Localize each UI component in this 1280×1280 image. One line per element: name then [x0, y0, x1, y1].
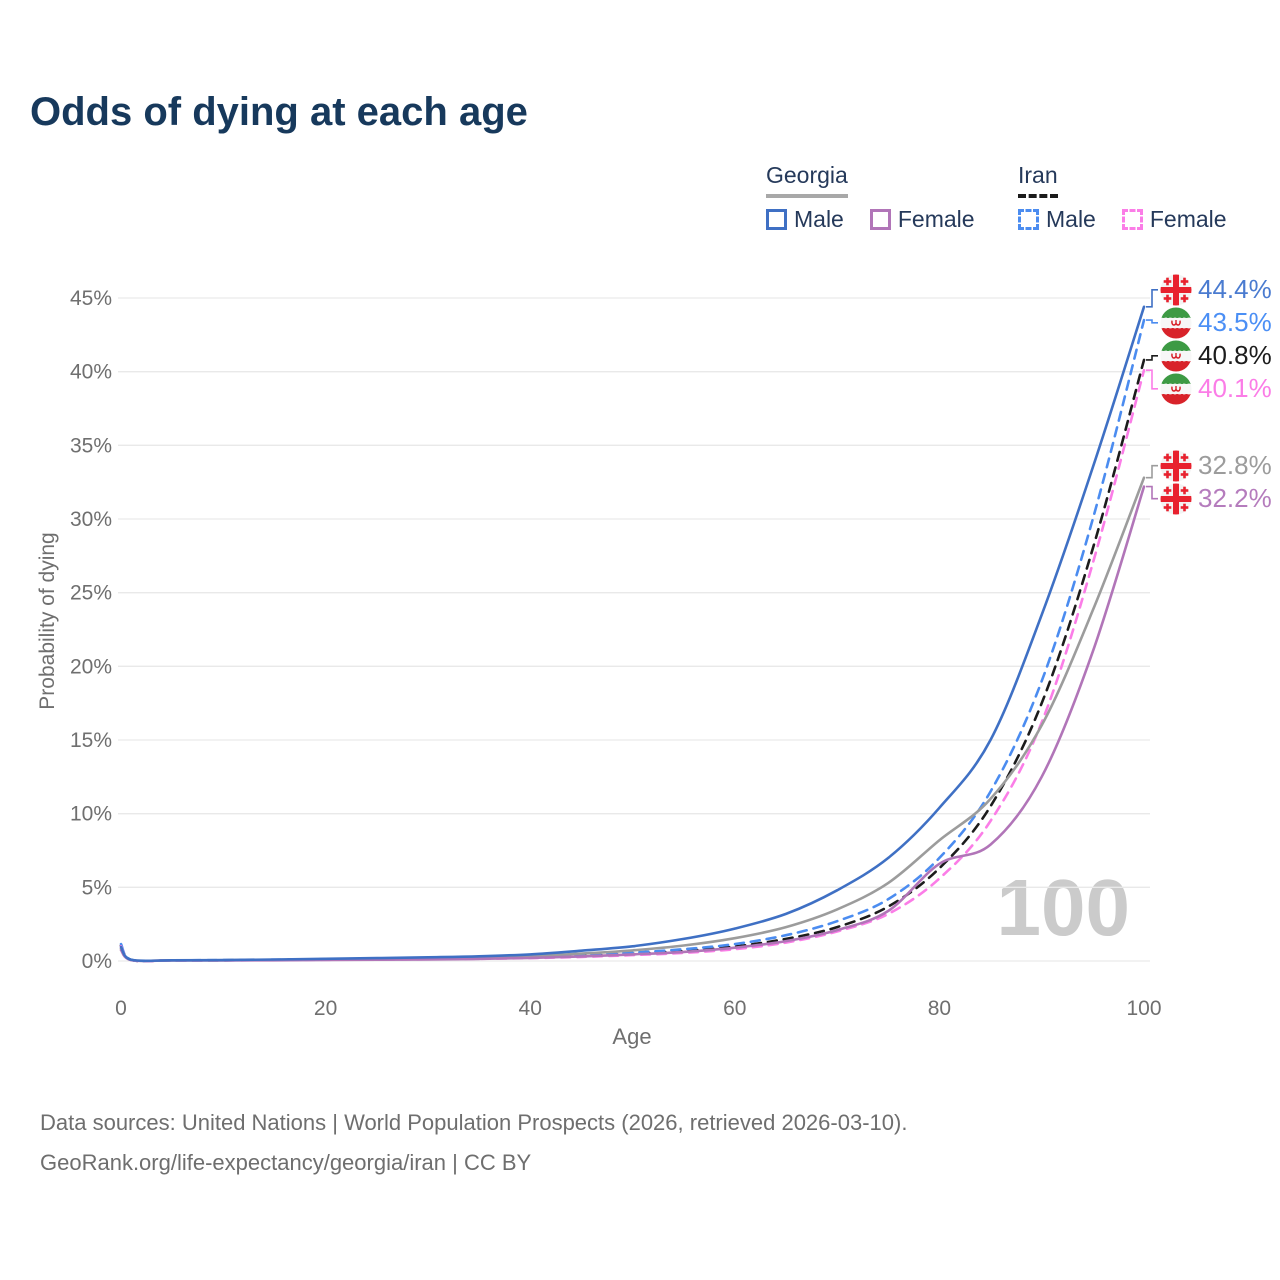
end-label-value: 32.2%: [1198, 483, 1272, 514]
legend-item-label: Female: [1149, 206, 1227, 232]
end-label-iran_male: 43.5%: [1160, 306, 1272, 340]
end-label-georgia_female: 32.2%: [1160, 482, 1272, 516]
series-line-iran_male[interactable]: [119, 318, 1146, 963]
y-tick-label: 25%: [70, 582, 112, 605]
end-label-value: 40.8%: [1198, 340, 1272, 371]
end-label-iran_female: 40.1%: [1160, 372, 1272, 406]
y-tick-label: 5%: [82, 876, 112, 899]
label-leader-iran_female: [1146, 369, 1158, 390]
legend-item-georgia-male[interactable]: Male: [766, 206, 844, 233]
legend-item-label: Female: [897, 206, 975, 232]
y-tick-label: 40%: [70, 361, 112, 384]
legend-country-georgia[interactable]: Georgia: [766, 162, 848, 198]
legend-item-georgia-female[interactable]: Female: [869, 206, 975, 233]
page-title: Odds of dying at each age: [30, 90, 528, 134]
legend-item-iran-male[interactable]: Male: [1018, 206, 1096, 233]
y-tick-label: 15%: [70, 729, 112, 752]
georgia-flag-icon: [1160, 450, 1192, 482]
georgia-flag-icon: [1160, 274, 1192, 306]
legend-item-iran-female[interactable]: Female: [1121, 206, 1227, 233]
x-axis-title: Age: [612, 1024, 652, 1049]
x-tick-label: 60: [723, 997, 746, 1020]
end-label-value: 32.8%: [1198, 450, 1272, 481]
georgia-male-swatch: [766, 209, 787, 230]
end-label-value: 43.5%: [1198, 307, 1272, 338]
x-tick-label: 20: [314, 997, 337, 1020]
label-leader-iran_male: [1146, 319, 1158, 324]
label-leader-georgia_female: [1146, 485, 1158, 500]
series-line-georgia_male[interactable]: [119, 305, 1146, 963]
end-label-value: 44.4%: [1198, 274, 1272, 305]
label-leader-iran_all: [1146, 355, 1158, 361]
legend-country-iran[interactable]: Iran: [1018, 162, 1058, 198]
series-line-georgia_female[interactable]: [119, 485, 1146, 963]
iran-flag-icon: [1160, 340, 1192, 372]
x-tick-label: 80: [928, 997, 951, 1020]
end-label-georgia_all: 32.8%: [1160, 449, 1272, 483]
label-leader-georgia_male: [1146, 289, 1158, 308]
iran-flag-icon: [1160, 373, 1192, 405]
x-tick-label: 100: [1126, 997, 1161, 1020]
y-tick-label: 20%: [70, 655, 112, 678]
legend-group-iran: Iran Male Female: [1018, 162, 1227, 233]
y-tick-label: 30%: [70, 508, 112, 531]
y-tick-label: 10%: [70, 803, 112, 826]
end-label-iran_all: 40.8%: [1160, 339, 1272, 373]
end-label-georgia_male: 44.4%: [1160, 273, 1272, 307]
iran-male-swatch: [1018, 209, 1039, 230]
y-tick-label: 35%: [70, 434, 112, 457]
legend-item-label: Male: [1046, 206, 1096, 232]
footer-link[interactable]: GeoRank.org/life-expectancy/georgia/iran…: [40, 1150, 532, 1175]
y-tick-label: 0%: [82, 950, 112, 973]
x-tick-label: 40: [519, 997, 542, 1020]
x-tick-label: 0: [115, 997, 127, 1020]
legend-item-label: Male: [794, 206, 844, 232]
label-leader-georgia_all: [1146, 464, 1158, 479]
end-label-value: 40.1%: [1198, 373, 1272, 404]
legend-group-georgia: Georgia Male Female: [766, 162, 975, 233]
y-tick-label: 45%: [70, 287, 112, 310]
series-line-iran_female[interactable]: [119, 368, 1146, 963]
footer-sources: Data sources: United Nations | World Pop…: [40, 1110, 908, 1135]
iran-female-swatch: [1121, 209, 1143, 230]
iran-flag-icon: [1160, 307, 1192, 339]
series-line-iran_all[interactable]: [119, 358, 1146, 963]
georgia-female-swatch: [869, 209, 891, 230]
georgia-flag-icon: [1160, 483, 1192, 515]
series-line-georgia_all[interactable]: [119, 476, 1146, 963]
age-watermark: 100: [996, 863, 1130, 952]
